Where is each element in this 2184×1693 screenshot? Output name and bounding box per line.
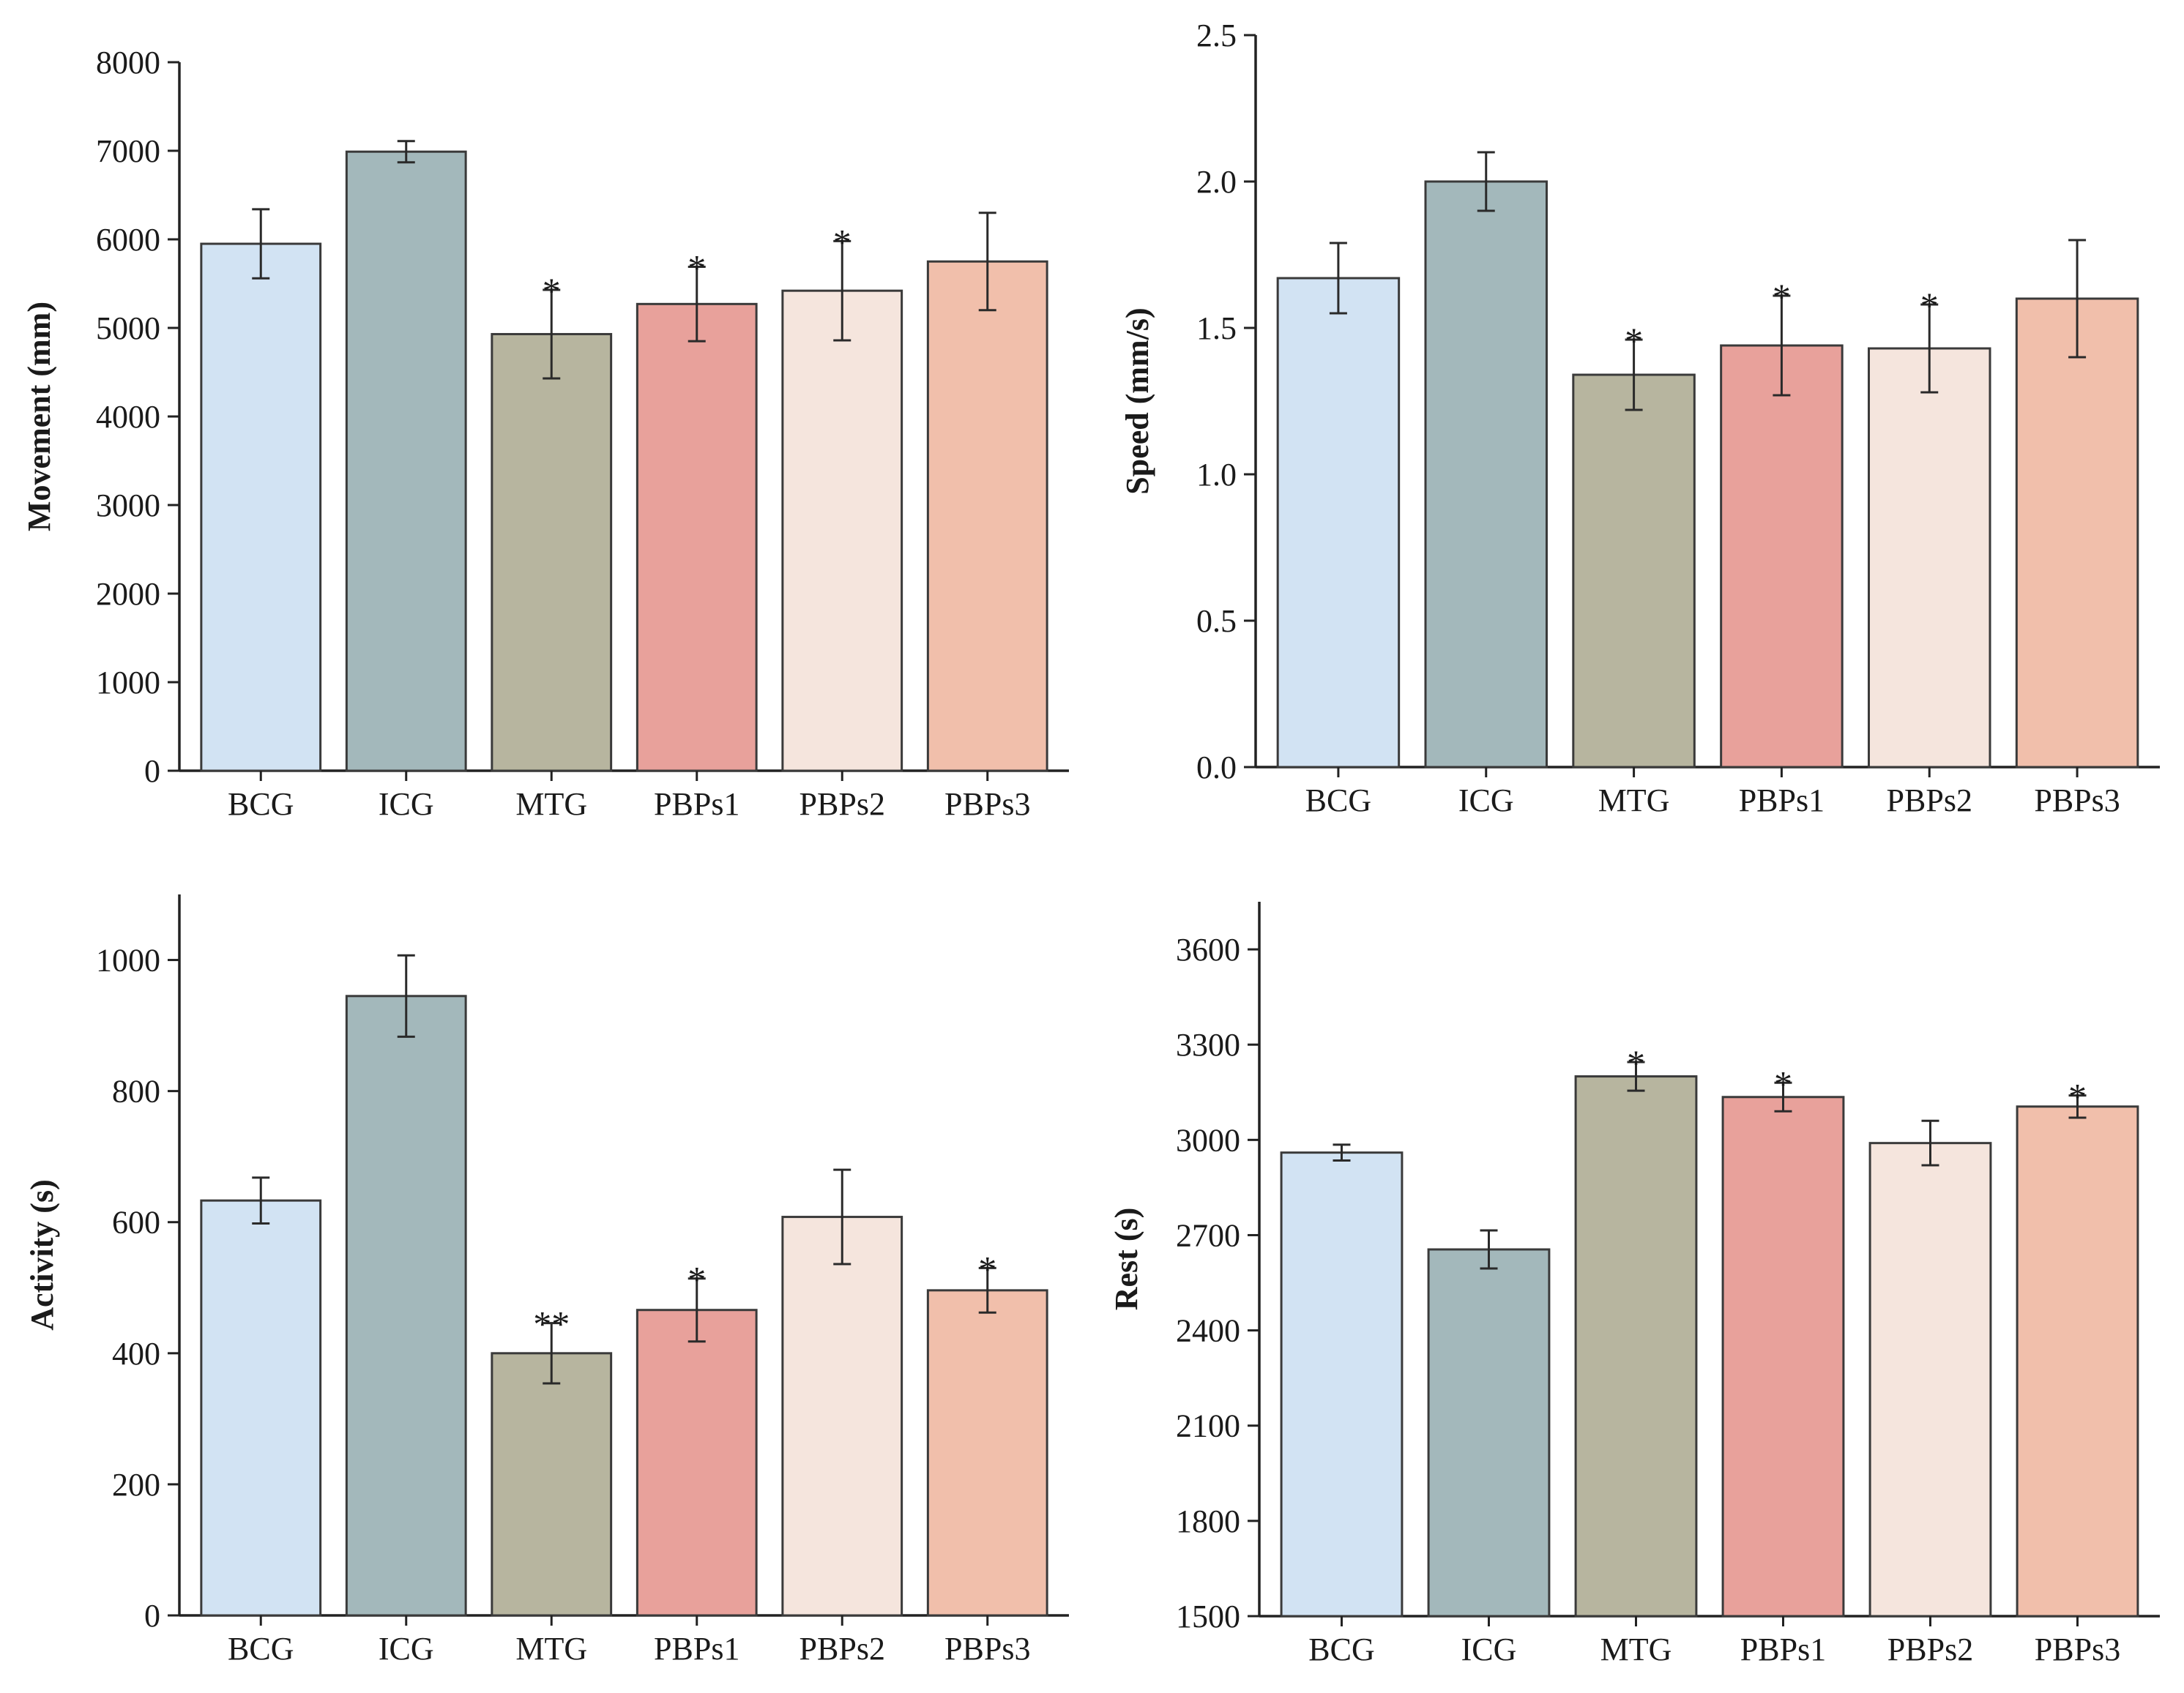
rest-y-tick-label: 3600 <box>1176 932 1240 968</box>
movement-x-tick-label: ICG <box>379 786 434 822</box>
movement-y-tick-label: 4000 <box>96 399 160 435</box>
movement-y-tick-label: 3000 <box>96 487 160 523</box>
chart-rest: 1500 1800 2100 2400 2700 3000 3300 3600 Rest (s)… <box>1108 902 2160 1667</box>
rest-x-tick-label: ICG <box>1461 1632 1517 1667</box>
speed-x-tick-label: MTG <box>1598 782 1670 818</box>
chart-movement: 0 1000 2000 3000 4000 5000 6000 7000 8000 Movemen… <box>21 45 1069 822</box>
speed-bar-icg <box>1424 180 1548 769</box>
speed-y-tick-label: 0.0 <box>1196 750 1237 785</box>
rest-y-tick-label: 3300 <box>1176 1027 1240 1063</box>
movement-bar-pbps2 <box>781 289 903 772</box>
movement-y-tick-label: 0 <box>144 753 160 789</box>
activity-bar-bcg <box>200 1199 322 1617</box>
speed-bar-pbps3 <box>2015 297 2139 769</box>
speed-significance-marker: * <box>1773 276 1791 317</box>
movement-bar-icg <box>345 150 467 772</box>
activity-x-tick-label: PBPs2 <box>800 1631 885 1667</box>
rest-bar-bcg <box>1280 1151 1404 1618</box>
rest-x-tick-label: PBPs3 <box>2035 1632 2120 1667</box>
rest-bar-mtg <box>1574 1075 1698 1618</box>
rest-y-tick-label: 1500 <box>1176 1599 1240 1634</box>
movement-bar-pbps3 <box>926 260 1048 772</box>
speed-bar-pbps2 <box>1867 347 1991 769</box>
movement-y-tick-label: 7000 <box>96 133 160 169</box>
rest-significance-marker: * <box>1774 1063 1792 1104</box>
rest-y-axis-title: Rest (s) <box>1108 1208 1144 1311</box>
speed-x-tick-label: PBPs3 <box>2034 782 2120 818</box>
speed-bar-bcg <box>1276 277 1401 769</box>
movement-x-tick-label: PBPs3 <box>944 786 1030 822</box>
activity-y-axis-title: Activity (s) <box>24 1179 60 1331</box>
speed-x-tick-label: PBPs1 <box>1739 782 1825 818</box>
activity-bar-pbps2 <box>781 1216 903 1617</box>
activity-x-tick-label: MTG <box>515 1631 587 1667</box>
movement-significance-marker: * <box>687 247 706 288</box>
rest-bar-icg <box>1427 1248 1551 1618</box>
movement-y-tick-label: 2000 <box>96 576 160 612</box>
movement-y-tick-label: 8000 <box>96 45 160 81</box>
movement-significance-marker: * <box>543 270 561 311</box>
rest-bar-pbps3 <box>2016 1105 2139 1618</box>
rest-y-tick-label: 1800 <box>1176 1503 1240 1539</box>
speed-y-tick-label: 2.0 <box>1196 164 1237 200</box>
activity-y-tick-label: 0 <box>144 1598 160 1634</box>
activity-x-tick-label: PBPs1 <box>654 1631 739 1667</box>
activity-x-tick-label: BCG <box>228 1631 294 1667</box>
activity-significance-marker: * <box>687 1259 706 1300</box>
rest-x-tick-label: PBPs2 <box>1887 1632 1973 1667</box>
speed-bar-mtg <box>1572 373 1696 769</box>
activity-bar-mtg <box>491 1352 613 1617</box>
activity-y-tick-label: 400 <box>112 1336 160 1372</box>
speed-bar-pbps1 <box>1720 344 1844 769</box>
rest-y-tick-label: 2700 <box>1176 1217 1240 1253</box>
activity-significance-marker: * <box>978 1248 996 1289</box>
activity-bar-pbps3 <box>926 1289 1048 1617</box>
speed-y-tick-label: 1.5 <box>1196 310 1237 346</box>
activity-x-tick-label: PBPs3 <box>944 1631 1030 1667</box>
activity-y-tick-label: 200 <box>112 1467 160 1503</box>
activity-y-tick-label: 800 <box>112 1074 160 1110</box>
movement-y-tick-label: 1000 <box>96 665 160 700</box>
movement-x-tick-label: MTG <box>515 786 587 822</box>
speed-x-tick-label: PBPs2 <box>1887 782 1972 818</box>
speed-x-tick-label: BCG <box>1305 782 1371 818</box>
movement-bar-bcg <box>200 242 322 772</box>
speed-y-axis-title: Speed (mm/s) <box>1119 307 1155 494</box>
rest-bar-pbps1 <box>1721 1096 1845 1618</box>
movement-y-tick-label: 5000 <box>96 310 160 346</box>
activity-bar-pbps1 <box>636 1309 758 1617</box>
activity-x-tick-label: ICG <box>379 1631 434 1667</box>
rest-y-tick-label: 2400 <box>1176 1313 1240 1349</box>
speed-y-tick-label: 2.5 <box>1196 18 1237 53</box>
rest-x-tick-label: MTG <box>1600 1632 1672 1667</box>
movement-bar-pbps1 <box>636 302 758 772</box>
speed-y-tick-label: 0.5 <box>1196 603 1237 639</box>
rest-significance-marker: * <box>2068 1076 2087 1117</box>
movement-y-axis-title: Movement (mm) <box>21 302 57 531</box>
activity-bar-icg <box>345 995 467 1617</box>
speed-y-tick-label: 1.0 <box>1196 457 1237 493</box>
activity-significance-marker: ** <box>533 1304 570 1345</box>
activity-y-tick-label: 1000 <box>96 943 160 979</box>
movement-x-tick-label: PBPs1 <box>654 786 739 822</box>
speed-x-tick-label: ICG <box>1458 782 1514 818</box>
rest-x-tick-label: BCG <box>1308 1632 1374 1667</box>
movement-y-tick-label: 6000 <box>96 222 160 258</box>
movement-bar-mtg <box>491 332 613 772</box>
movement-x-tick-label: BCG <box>228 786 294 822</box>
rest-y-tick-label: 3000 <box>1176 1122 1240 1158</box>
speed-significance-marker: * <box>1625 320 1643 361</box>
speed-significance-marker: * <box>1920 285 1939 326</box>
movement-significance-marker: * <box>833 221 851 262</box>
rest-bar-pbps2 <box>1868 1142 1992 1618</box>
rest-significance-marker: * <box>1627 1042 1645 1083</box>
rest-x-tick-label: PBPs1 <box>1740 1632 1826 1667</box>
activity-y-tick-label: 600 <box>112 1205 160 1241</box>
movement-x-tick-label: PBPs2 <box>800 786 885 822</box>
rest-y-tick-label: 2100 <box>1176 1408 1240 1444</box>
chart-speed: 0.0 0.5 1.0 1.5 2.0 2.5 Speed (mm/s) BCG ICG MTG *… <box>1119 18 2160 818</box>
